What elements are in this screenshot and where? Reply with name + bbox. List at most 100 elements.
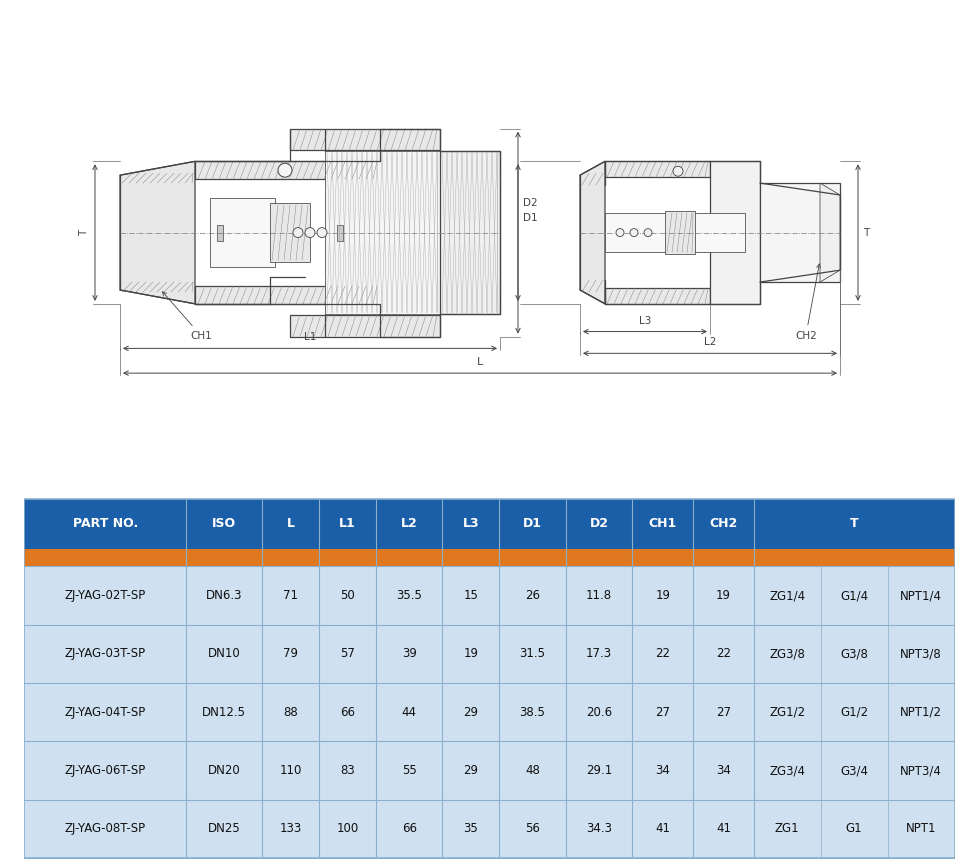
Text: ZG1/2: ZG1/2 bbox=[769, 706, 805, 719]
Text: L3: L3 bbox=[463, 518, 479, 531]
Text: 26: 26 bbox=[525, 589, 540, 602]
Bar bbox=[605, 213, 745, 252]
Text: 88: 88 bbox=[283, 706, 298, 719]
Text: T: T bbox=[850, 518, 858, 531]
Text: 83: 83 bbox=[340, 764, 355, 777]
Text: 34.3: 34.3 bbox=[586, 823, 612, 836]
Text: 41: 41 bbox=[716, 823, 730, 836]
Text: 20.6: 20.6 bbox=[586, 706, 613, 719]
Text: 19: 19 bbox=[716, 589, 730, 602]
Text: 48: 48 bbox=[525, 764, 540, 777]
Text: G1: G1 bbox=[845, 823, 862, 836]
Circle shape bbox=[305, 228, 315, 237]
Text: 100: 100 bbox=[336, 823, 358, 836]
Bar bbox=[665, 210, 695, 255]
Bar bbox=[24, 499, 955, 549]
Bar bbox=[440, 152, 500, 313]
Text: L: L bbox=[477, 357, 483, 367]
Text: 44: 44 bbox=[401, 706, 417, 719]
Text: 110: 110 bbox=[280, 764, 302, 777]
Text: 31.5: 31.5 bbox=[519, 648, 545, 661]
Text: DN12.5: DN12.5 bbox=[202, 706, 246, 719]
Text: NPT3/8: NPT3/8 bbox=[900, 648, 942, 661]
Bar bbox=[270, 203, 310, 262]
Text: 50: 50 bbox=[340, 589, 355, 602]
Text: ZJ-YAG-02T-SP: ZJ-YAG-02T-SP bbox=[64, 589, 146, 602]
Text: ZJ-YAG-08T-SP: ZJ-YAG-08T-SP bbox=[64, 823, 146, 836]
Text: D2: D2 bbox=[589, 518, 609, 531]
Text: 29: 29 bbox=[464, 764, 478, 777]
Bar bbox=[605, 288, 710, 304]
Bar bbox=[24, 799, 955, 858]
Circle shape bbox=[278, 164, 292, 178]
Bar bbox=[760, 183, 840, 282]
Text: PART NO.: PART NO. bbox=[72, 518, 137, 531]
Text: 11.8: 11.8 bbox=[586, 589, 613, 602]
Text: 22: 22 bbox=[716, 648, 730, 661]
Text: CH1: CH1 bbox=[163, 292, 211, 340]
Text: ZJ-YAG-03T-SP: ZJ-YAG-03T-SP bbox=[64, 648, 146, 661]
Text: 66: 66 bbox=[340, 706, 355, 719]
Text: ZG1/4: ZG1/4 bbox=[769, 589, 805, 602]
Text: 22: 22 bbox=[656, 648, 670, 661]
Text: ZJ-YAG-04T-SP: ZJ-YAG-04T-SP bbox=[64, 706, 146, 719]
Text: D1: D1 bbox=[523, 518, 542, 531]
Text: DN6.3: DN6.3 bbox=[206, 589, 243, 602]
Text: 56: 56 bbox=[525, 823, 540, 836]
Text: 35.5: 35.5 bbox=[396, 589, 422, 602]
Text: 41: 41 bbox=[656, 823, 670, 836]
Text: DN20: DN20 bbox=[207, 764, 241, 777]
Bar bbox=[24, 624, 955, 683]
Text: 29.1: 29.1 bbox=[586, 764, 613, 777]
Text: 19: 19 bbox=[464, 648, 478, 661]
Text: L2: L2 bbox=[704, 338, 716, 347]
Bar bbox=[290, 129, 440, 151]
Text: G1/2: G1/2 bbox=[841, 706, 868, 719]
Text: 38.5: 38.5 bbox=[519, 706, 545, 719]
Bar bbox=[24, 566, 955, 624]
Text: L3: L3 bbox=[639, 315, 652, 326]
Text: NPT1/2: NPT1/2 bbox=[900, 706, 942, 719]
Text: 19: 19 bbox=[656, 589, 670, 602]
Text: 55: 55 bbox=[401, 764, 417, 777]
Bar bbox=[195, 286, 380, 304]
Text: L2: L2 bbox=[400, 518, 418, 531]
Text: 29: 29 bbox=[464, 706, 478, 719]
Text: ZG3/4: ZG3/4 bbox=[769, 764, 805, 777]
Text: 71: 71 bbox=[283, 589, 298, 602]
Text: T: T bbox=[79, 229, 89, 236]
Polygon shape bbox=[820, 183, 840, 282]
Bar bbox=[24, 683, 955, 741]
Text: L1: L1 bbox=[304, 333, 317, 342]
Bar bbox=[24, 741, 955, 799]
Text: 34: 34 bbox=[656, 764, 670, 777]
Text: 27: 27 bbox=[656, 706, 670, 719]
Text: G1/4: G1/4 bbox=[841, 589, 868, 602]
Text: ZG3/8: ZG3/8 bbox=[769, 648, 805, 661]
Text: D1: D1 bbox=[523, 213, 538, 223]
Text: NPT3/4: NPT3/4 bbox=[900, 764, 942, 777]
Text: DN25: DN25 bbox=[207, 823, 241, 836]
Text: 27: 27 bbox=[716, 706, 730, 719]
Text: L: L bbox=[286, 518, 295, 531]
Bar bbox=[210, 198, 275, 268]
Text: 79: 79 bbox=[283, 648, 298, 661]
Text: G3/4: G3/4 bbox=[841, 764, 868, 777]
Polygon shape bbox=[120, 161, 195, 304]
Text: NPT1: NPT1 bbox=[906, 823, 936, 836]
Bar bbox=[337, 224, 343, 241]
Text: 66: 66 bbox=[401, 823, 417, 836]
Text: ISO: ISO bbox=[212, 518, 236, 531]
Circle shape bbox=[630, 229, 638, 236]
Bar bbox=[195, 161, 380, 179]
Bar bbox=[217, 224, 223, 241]
Text: 133: 133 bbox=[280, 823, 302, 836]
Text: 17.3: 17.3 bbox=[586, 648, 613, 661]
Text: 34: 34 bbox=[716, 764, 730, 777]
Text: CH1: CH1 bbox=[649, 518, 677, 531]
Bar bbox=[325, 152, 440, 313]
Text: 35: 35 bbox=[464, 823, 478, 836]
Text: G3/8: G3/8 bbox=[841, 648, 868, 661]
Text: CH2: CH2 bbox=[795, 264, 820, 340]
Circle shape bbox=[317, 228, 327, 237]
